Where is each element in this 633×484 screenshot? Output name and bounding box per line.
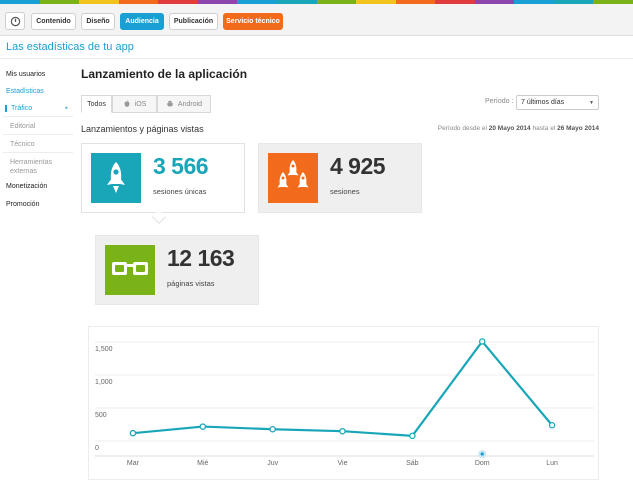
sidebar-item-monetizacion[interactable]: Monetización [6,183,48,190]
nav-tab-audiencia[interactable]: Audiencia [120,13,164,30]
rainbow-segment [514,0,554,4]
stat-label: sesiones únicas [153,187,207,196]
range-from: 20 Mayo 2014 [488,125,531,132]
x-tick-label: Mié [197,460,208,467]
divider [3,116,73,117]
highlight-marker-dot [480,452,484,456]
sidebar-item-mis-usuarios[interactable]: Mis usuarios [6,71,46,78]
rainbow-segment [553,0,594,4]
divider [0,58,633,59]
sidebar-subitem-editorial[interactable]: Editorial [10,123,36,130]
divider [3,134,73,135]
rainbow-segment [276,0,317,4]
data-point [199,423,207,430]
x-tick-label: Juv [267,460,278,467]
stat-card-page-views[interactable]: 12 163 páginas vistas [95,235,259,305]
rainbow-segment [593,0,633,4]
stat-value: 12 163 [167,245,235,271]
data-point [409,432,416,440]
rainbow-segment [474,0,515,4]
rocket-icon [91,153,141,203]
rainbow-segment [118,0,159,4]
rainbow-segment [237,0,277,4]
data-point [339,427,346,435]
tab-label: iOS [134,100,147,108]
data-point [129,429,137,437]
x-tick-label: Vie [338,460,348,467]
rainbow-segment [435,0,475,4]
android-icon [166,100,173,107]
stat-label: sesiones [330,187,360,196]
x-tick-label: Dom [475,460,490,467]
sidebar-subitem-trafico[interactable]: Tráfico ▸ [5,105,71,112]
rainbow-segment [39,0,80,4]
chevron-right-icon: ▸ [65,105,68,111]
rainbow-segment [316,0,357,4]
sidebar-item-promocion[interactable]: Promoción [6,201,40,208]
rainbow-strip [0,0,633,4]
tab-label: Android [177,100,203,108]
tab-todos[interactable]: Todos [81,95,112,113]
tab-ios[interactable]: iOS [112,95,157,113]
x-tick-label: Lun [546,460,558,467]
apple-icon [124,100,130,107]
nav-tab-diseno[interactable]: Diseño [81,13,115,30]
date-range: Período desde el 20 Mayo 2014 hasta el 2… [438,125,599,132]
sidebar-subitem-herramientas-externas[interactable]: Herramientas externas [10,159,53,175]
stat-label: páginas vistas [167,279,215,288]
chart-svg: 0 500 1,000 1,500 Mar Mié Juv Vie Sáb Dom Lun [95,338,594,467]
section-title: Lanzamientos y páginas vistas [81,124,204,134]
range-prefix: Período desde el [437,125,487,132]
period-select-value: 7 últimos días [521,99,565,106]
sidebar-item-estadisticas[interactable]: Estadísticas [6,88,44,95]
stat-value: 4 925 [330,153,386,179]
y-tick-label: 1,000 [95,379,113,386]
rainbow-segment [0,0,40,4]
tab-label: Todos [87,100,106,108]
app-title: Las estadísticas de tu app [6,41,134,53]
series-line [132,339,553,437]
divider [3,152,73,153]
stat-value: 3 566 [153,153,209,179]
range-to: 26 Mayo 2014 [557,125,599,132]
sidebar-subitem-tecnico[interactable]: Técnico [10,141,35,148]
home-icon [10,16,20,26]
rainbow-segment [79,0,119,4]
nav-tab-contenido[interactable]: Contenido [31,13,76,30]
rainbow-segment [158,0,198,4]
y-tick-label: 0 [95,445,99,452]
period-label: Período : [485,98,514,105]
x-tick-label: Sáb [406,460,419,467]
data-point [478,338,486,345]
period-select[interactable]: 7 últimos días ▼ [516,95,599,110]
tab-android[interactable]: Android [157,95,211,113]
x-tick-label: Mar [127,460,140,467]
chevron-down-icon: ▼ [589,100,594,106]
top-nav-bar: Contenido Diseño Audiencia Publicación S… [0,4,633,36]
sidebar-subitem-label: Tráfico [11,105,33,112]
stat-card-sessions[interactable]: 4 925 sesiones [258,143,422,213]
nav-tab-publicacion[interactable]: Publicación [169,13,218,30]
rainbow-segment [197,0,238,4]
rainbow-segment [356,0,396,4]
home-button[interactable] [5,12,25,30]
rainbow-segment [395,0,436,4]
y-tick-label: 500 [95,412,107,419]
rockets-icon [268,153,318,203]
data-point [548,422,556,429]
data-point [269,425,276,433]
page-title: Lanzamiento de la aplicación [81,67,248,81]
line-chart: 0 500 1,000 1,500 Mar Mié Juv Vie Sáb Dom Lun [88,326,599,480]
glasses-icon [105,245,155,295]
y-tick-label: 1,500 [95,346,113,353]
range-mid: hasta el [532,125,556,132]
nav-tab-servicio-tecnico[interactable]: Servicio técnico [223,13,283,30]
stat-card-unique-sessions[interactable]: 3 566 sesiones únicas [81,143,245,213]
